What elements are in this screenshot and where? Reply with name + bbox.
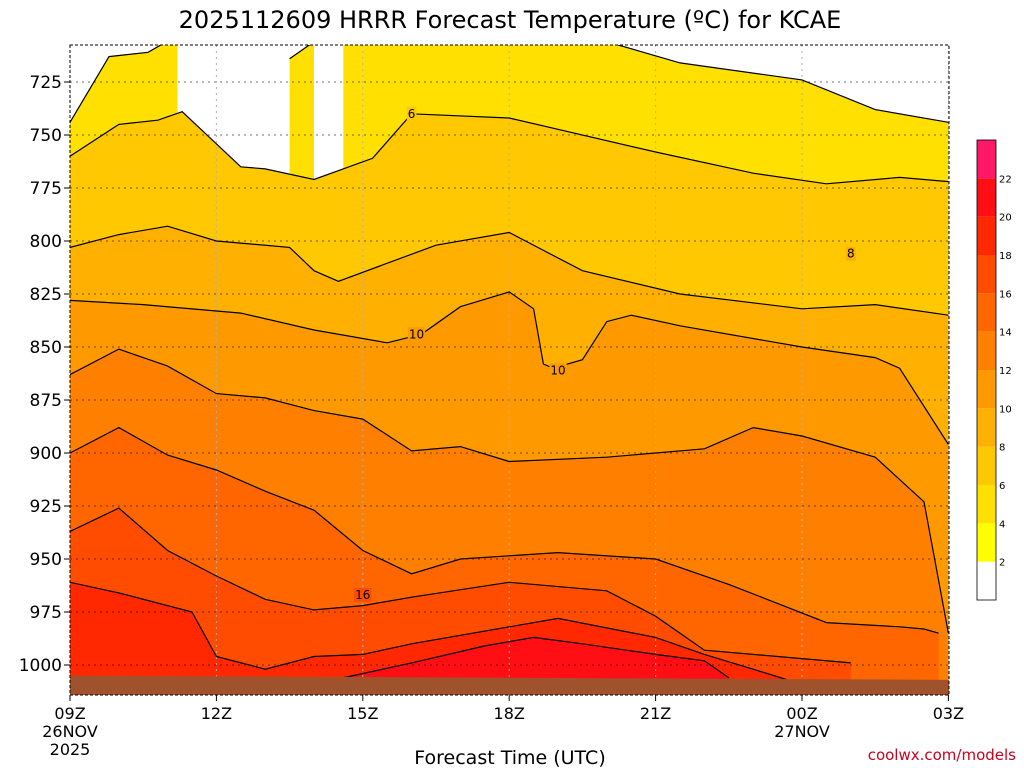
x-subtick-09Z-0: 26NOV — [42, 722, 98, 741]
colorbar-tick-6: 6 — [999, 481, 1005, 492]
contour-label-text: 6 — [408, 107, 416, 121]
x-subtick-09Z-1: 2025 — [50, 740, 91, 759]
contour-20-10 — [323, 636, 730, 683]
x-subtick-00Z-0: 27NOV — [774, 722, 830, 741]
contour-label-bg — [549, 363, 567, 378]
contour-label-4: 16 — [354, 588, 372, 603]
x-axis-label: Forecast Time (UTC) — [414, 747, 605, 768]
contour-12-6 — [70, 348, 949, 634]
contour-14-7 — [70, 426, 939, 634]
colorbar-tick-4: 4 — [999, 519, 1005, 530]
y-tick-900: 900 — [30, 444, 62, 464]
contour-label-3: 10 — [549, 363, 567, 378]
chart-title: 2025112609 HRRR Forecast Temperature (ºC… — [179, 6, 842, 34]
colorbar-swatch-10 — [977, 178, 996, 217]
contour-label-text: 8 — [847, 247, 855, 261]
colorbar-swatch-3 — [977, 446, 996, 485]
y-tick-925: 925 — [30, 497, 62, 517]
contour-label-1: 8 — [845, 246, 856, 261]
colorbar-swatch-1 — [977, 523, 996, 562]
contour-4-1 — [289, 45, 311, 60]
colorbar-swatch-9 — [977, 216, 996, 255]
grid-lines — [70, 45, 949, 695]
colorbar-tick-22: 22 — [999, 174, 1012, 185]
contour-10-5 — [70, 291, 949, 445]
contour-label-bg — [354, 588, 372, 603]
colorbar-tick-20: 20 — [999, 213, 1012, 224]
y-tick-725: 725 — [30, 73, 62, 93]
colorbar-tick-8: 8 — [999, 443, 1005, 454]
contour-label-bg — [406, 106, 417, 121]
contour-label-2: 10 — [407, 327, 426, 342]
contour-label-bg — [407, 327, 426, 342]
contour-label-text: 10 — [550, 363, 565, 377]
contour-label-0: 6 — [406, 106, 417, 121]
x-tick-09Z: 09Z — [54, 704, 85, 723]
colorbar-tick-14: 14 — [999, 328, 1012, 339]
contour-6-3 — [70, 111, 949, 185]
y-tick-750: 750 — [30, 126, 62, 146]
contour-18-9 — [70, 581, 788, 681]
colorbar-tick-16: 16 — [999, 289, 1012, 300]
colorbar-frame — [976, 139, 997, 601]
x-tick-15Z: 15Z — [347, 704, 378, 723]
y-tick-875: 875 — [30, 391, 62, 411]
colorbar-swatch-0 — [977, 561, 996, 600]
x-tick-18Z: 18Z — [494, 704, 525, 723]
x-tick-12Z: 12Z — [201, 704, 232, 723]
contour-label-text: 16 — [355, 588, 370, 602]
contour-8-4 — [70, 225, 949, 316]
x-tick-03Z: 03Z — [933, 704, 964, 723]
colorbar-tick-2: 2 — [999, 558, 1005, 569]
y-tick-950: 950 — [30, 550, 62, 570]
isotherm-contours — [70, 45, 949, 683]
colorbar-tick-10: 10 — [999, 404, 1012, 415]
contour-4-0 — [70, 45, 162, 123]
y-tick-825: 825 — [30, 285, 62, 305]
contour-label-text: 10 — [409, 327, 424, 341]
y-tick-850: 850 — [30, 338, 62, 358]
colorbar-tick-18: 18 — [999, 251, 1012, 262]
terrain-band — [70, 675, 949, 695]
y-tick-1000: 1000 — [19, 656, 62, 676]
contour-16-8 — [70, 507, 851, 664]
plot-frame — [69, 44, 950, 696]
colorbar-swatch-11 — [977, 140, 996, 179]
colorbar-swatch-2 — [977, 485, 996, 524]
x-tick-00Z: 00Z — [786, 704, 817, 723]
colorbar: 2 4 6 8 10 12 14 16 18 20 22 — [976, 139, 1012, 601]
y-tick-800: 800 — [30, 232, 62, 252]
colorbar-swatch-8 — [977, 255, 996, 294]
x-tick-21Z: 21Z — [640, 704, 671, 723]
colorbar-swatch-5 — [977, 370, 996, 409]
colorbar-swatch-6 — [977, 331, 996, 370]
contour-4-2 — [616, 45, 949, 123]
credit-text: coolwx.com/models — [868, 746, 1016, 764]
contour-labels: 6 8 10 10 16 — [354, 106, 856, 603]
colorbar-swatch-4 — [977, 408, 996, 447]
y-tick-975: 975 — [30, 603, 62, 623]
y-axis: 725 750 775 800 825 850 875 900 925 950 975 1000 — [19, 73, 70, 676]
colorbar-tick-12: 12 — [999, 366, 1012, 377]
contour-label-bg — [845, 246, 856, 261]
colorbar-swatch-7 — [977, 293, 996, 332]
y-tick-775: 775 — [30, 179, 62, 199]
